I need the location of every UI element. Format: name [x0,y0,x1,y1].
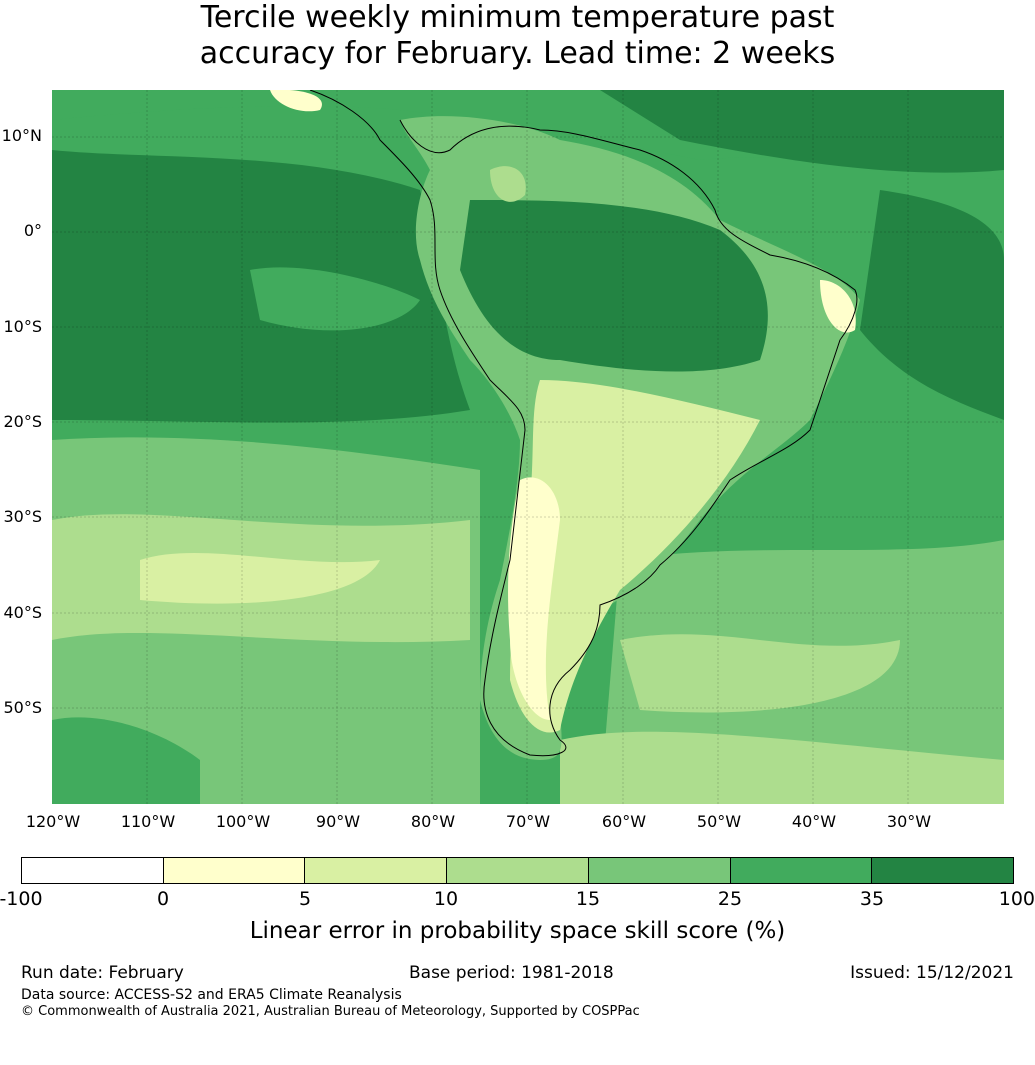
colorbar-tick-2: 5 [298,888,312,910]
lat-label-30s: 30°S [3,507,42,526]
region-southwest-corner [52,717,200,804]
region-pacific-low [140,552,380,604]
region-andes-low [508,477,560,720]
colorbar-tick-0: -100 [0,888,43,910]
colorbar [21,857,1014,884]
region-amazon [460,200,768,372]
lon-label-90w: 90°W [315,812,361,831]
issued-date: Issued: 15/12/2021 [850,963,1014,983]
graticule [52,90,1004,804]
lat-label-10s: 10°S [3,317,42,336]
region-pacific-patch [250,267,420,331]
chart-title: Tercile weekly minimum temperature past … [0,0,1035,72]
region-north-atlantic [600,90,1004,173]
colorbar-tick-6: 35 [859,888,885,910]
lon-label-40w: 40°W [791,812,837,831]
south-america-coastline [309,90,858,757]
title-line-2: accuracy for February. Lead time: 2 week… [199,36,836,71]
region-east-atlantic [860,190,1004,420]
lat-label-50s: 50°S [3,698,42,717]
lon-label-80w: 80°W [410,812,456,831]
copyright: © Commonwealth of Australia 2021, Austra… [21,1004,640,1019]
run-date: Run date: February [21,963,184,983]
colorbar-segment-2 [163,858,306,883]
lon-label-30w: 30°W [886,812,932,831]
colorbar-segment-7 [872,858,1014,883]
colorbar-tick-1: 0 [156,888,170,910]
colorbar-segment-6 [730,858,873,883]
colorbar-label: Linear error in probability space skill … [249,918,786,944]
colorbar-segment-1 [22,858,164,883]
lon-label-60w: 60°W [601,812,647,831]
data-source: Data source: ACCESS-S2 and ERA5 Climate … [21,987,402,1003]
title-line-1: Tercile weekly minimum temperature past [200,0,835,35]
colorbar-tick-7: 100 [998,888,1035,910]
region-central-america [270,90,322,112]
colorbar-tick-5: 25 [717,888,743,910]
skill-map [52,90,1004,804]
lon-label-110w: 110°W [120,812,176,831]
lat-label-40s: 40°S [3,603,42,622]
region-colombia [490,166,526,202]
lat-label-0: 0° [23,221,42,240]
colorbar-segment-4 [447,858,589,883]
colorbar-segment-5 [588,858,731,883]
lat-label-20s: 20°S [3,412,42,431]
lon-label-100w: 100°W [215,812,271,831]
region-far-south [560,731,1004,804]
lon-label-70w: 70°W [505,812,551,831]
region-northeast-brazil [820,280,856,333]
map-panel: 10°N 0° 10°S 20°S 30°S 40°S 50°S 120°W 1… [1,90,1004,831]
region-atlantic-band [620,634,900,713]
lon-label-120w: 120°W [25,812,81,831]
colorbar-tick-3: 10 [433,888,459,910]
base-period: Base period: 1981-2018 [409,963,614,983]
region-southern-cone [510,380,760,733]
lat-label-10n: 10°N [1,126,42,145]
lon-label-50w: 50°W [696,812,742,831]
colorbar-segment-3 [305,858,448,883]
colorbar-tick-4: 15 [575,888,601,910]
